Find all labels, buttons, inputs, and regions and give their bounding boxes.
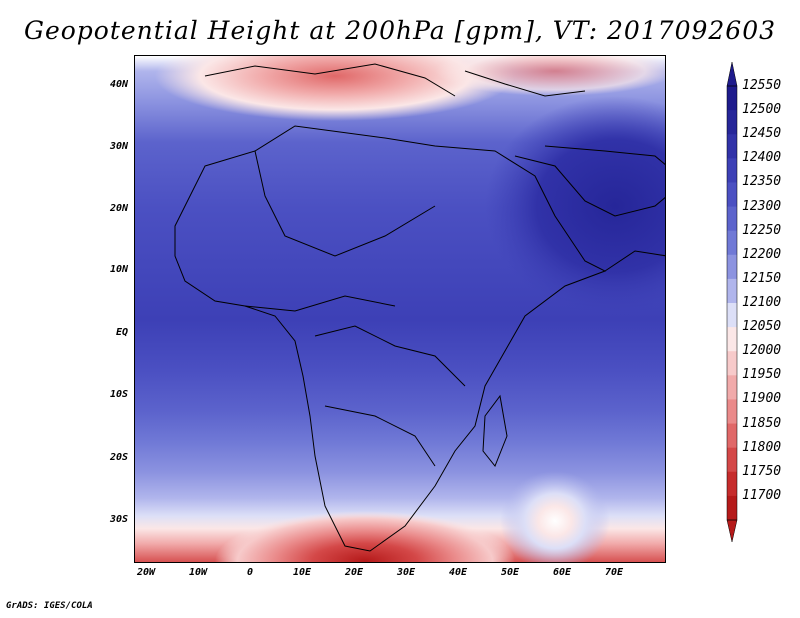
- colorbar-level-label: 11800: [742, 439, 782, 455]
- colorbar-level-label: 12050: [742, 319, 782, 335]
- colorbar-swatch: [727, 351, 737, 376]
- colorbar-level-label: 12450: [742, 126, 782, 142]
- colorbar-top-arrow: [726, 62, 738, 87]
- colorbar-level-label: 12150: [742, 270, 782, 286]
- lon-tick-label: 10W: [188, 567, 208, 578]
- colorbar-level-label: 12000: [742, 343, 782, 359]
- colorbar-level-label: 12250: [742, 222, 782, 238]
- lon-tick-label: 20E: [344, 567, 364, 578]
- colorbar-swatch: [727, 495, 737, 521]
- colorbar-outline: [726, 85, 738, 521]
- colorbar-swatch: [727, 375, 737, 400]
- colorbar-level-label: 11850: [742, 415, 782, 431]
- colorbar-level-label: 11950: [742, 367, 782, 383]
- colorbar-swatch: [727, 158, 737, 183]
- colorbar-swatch: [727, 278, 737, 304]
- map-panel: [134, 55, 666, 563]
- lat-tick-label: 20N: [109, 203, 128, 214]
- lat-tick-label: 10N: [109, 264, 128, 275]
- colorbar-swatch: [727, 230, 737, 256]
- colorbar-level-label: 12550: [742, 78, 782, 93]
- lon-tick-label: 40E: [448, 567, 468, 578]
- lat-tick-label: EQ: [115, 327, 128, 338]
- lat-tick-label: 40N: [109, 79, 128, 90]
- lon-tick-label: 20W: [136, 567, 156, 578]
- colorbar-level-label: 11900: [742, 391, 782, 407]
- colorbar-level-label: 12350: [742, 174, 782, 190]
- lon-tick-label: 10E: [292, 567, 312, 578]
- map-title: Geopotential Height at 200hPa [gpm], VT:…: [23, 16, 777, 45]
- lon-tick-label: 0: [246, 567, 254, 578]
- colorbar-level-label: 12400: [742, 150, 782, 166]
- colorbar-level-label: 12100: [742, 295, 782, 310]
- colorbar-bottom-arrow: [726, 519, 738, 542]
- lon-tick-label: 70E: [604, 567, 624, 578]
- coastlines: [174, 63, 665, 552]
- colorbar-swatch: [727, 471, 737, 497]
- colorbar-swatch: [727, 86, 737, 111]
- lon-tick-label: 60E: [552, 567, 572, 578]
- height-field-map: [135, 56, 665, 562]
- colorbar-level-label: 12200: [742, 246, 782, 262]
- lon-tick-label: 30E: [396, 567, 416, 578]
- colorbar-swatch: [727, 110, 737, 135]
- colorbar-swatch: [727, 303, 737, 328]
- colorbar-level-label: 11750: [742, 463, 782, 479]
- colorbar-level-label: 12300: [742, 198, 782, 214]
- colorbar-swatch: [727, 447, 737, 473]
- lat-tick-label: 30S: [109, 514, 128, 525]
- colorbar: [726, 62, 738, 542]
- colorbar-swatch: [727, 254, 737, 280]
- colorbar-level-label: 12500: [742, 102, 782, 118]
- lat-tick-label: 10S: [109, 389, 128, 400]
- credit-text: GrADS: IGES/COLA: [6, 601, 93, 611]
- colorbar-swatch: [727, 327, 737, 352]
- colorbar-swatch: [727, 182, 737, 208]
- colorbar-swatch: [727, 399, 737, 425]
- lat-tick-label: 20S: [109, 452, 128, 463]
- lon-tick-label: 50E: [500, 567, 520, 578]
- colorbar-swatch: [727, 423, 737, 449]
- colorbar-level-label: 11700: [742, 487, 782, 503]
- colorbar-swatch: [727, 134, 737, 159]
- colorbar-swatch: [727, 206, 737, 232]
- lat-tick-label: 30N: [109, 141, 128, 152]
